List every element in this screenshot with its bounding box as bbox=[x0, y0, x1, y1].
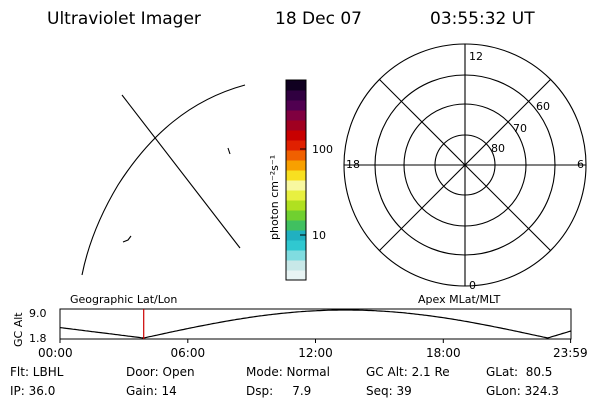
timeline-frame bbox=[59, 308, 572, 340]
gc-alt-label: GC Alt: 2.1 Re bbox=[366, 365, 450, 379]
timeline-y-axis-title: GC Alt bbox=[12, 312, 25, 347]
colorbar-frame bbox=[285, 79, 307, 281]
glat-label: GLat: 80.5 bbox=[486, 365, 552, 379]
timeline-x-tick-label: 12:00 bbox=[298, 346, 333, 360]
colorbar-segment bbox=[286, 190, 306, 201]
date-label: 18 Dec 07 bbox=[275, 9, 362, 29]
colorbar-segment bbox=[286, 220, 306, 231]
filter-label: Flt: LBHL bbox=[10, 365, 64, 379]
polar-label-dawn: 6 bbox=[577, 158, 584, 171]
colorbar-segment bbox=[286, 80, 306, 91]
colorbar-gradient bbox=[286, 80, 306, 281]
polar-label-lat-60: 60 bbox=[536, 100, 550, 113]
colorbar-tick-label-100: 100 bbox=[312, 143, 333, 156]
colorbar-segment bbox=[286, 210, 306, 221]
colorbar-tick-label-10: 10 bbox=[312, 229, 326, 242]
polar-diagonal-2 bbox=[379, 79, 551, 251]
timeline-y-top-label: 9.0 bbox=[29, 307, 47, 320]
colorbar-segment bbox=[286, 140, 306, 151]
map-meridian-line bbox=[121, 94, 241, 249]
colorbar-segment bbox=[286, 260, 306, 271]
colorbar-segment bbox=[286, 90, 306, 101]
timeline-x-ticks: 00:00 06:00 12:00 18:00 23:59 bbox=[38, 339, 588, 360]
timeline-x-tick-label: 06:00 bbox=[171, 346, 206, 360]
colorbar: 100 10 photon cm⁻²s⁻¹ bbox=[268, 79, 333, 281]
colorbar-segment bbox=[286, 200, 306, 211]
glon-label: GLon: 324.3 bbox=[486, 384, 559, 398]
geographic-map bbox=[81, 84, 246, 276]
colorbar-segment bbox=[286, 130, 306, 141]
time-label: 03:55:32 UT bbox=[430, 9, 535, 29]
map-coast-fragment-2 bbox=[122, 235, 132, 243]
altitude-curve bbox=[59, 309, 572, 339]
colorbar-segment bbox=[286, 180, 306, 191]
colorbar-segment bbox=[286, 270, 306, 281]
colorbar-segment bbox=[286, 160, 306, 171]
timeline-x-tick-label: 18:00 bbox=[426, 346, 461, 360]
gain-label: Gain: 14 bbox=[126, 384, 177, 398]
colorbar-segment bbox=[286, 100, 306, 111]
polar-grid bbox=[343, 43, 587, 287]
ip-label: IP: 36.0 bbox=[10, 384, 55, 398]
timeline-left-label: Geographic Lat/Lon bbox=[70, 293, 177, 306]
map-edge-arc bbox=[81, 84, 246, 276]
seq-label: Seq: 39 bbox=[366, 384, 412, 398]
door-label: Door: Open bbox=[126, 365, 195, 379]
polar-label-lat-70: 70 bbox=[513, 122, 527, 135]
colorbar-segment bbox=[286, 240, 306, 251]
polar-label-lat-80: 80 bbox=[491, 142, 505, 155]
colorbar-segment bbox=[286, 110, 306, 121]
colorbar-segment bbox=[286, 150, 306, 161]
colorbar-unit-label: photon cm⁻²s⁻¹ bbox=[268, 155, 281, 240]
mode-label: Mode: Normal bbox=[246, 365, 330, 379]
colorbar-segment bbox=[286, 230, 306, 241]
timeline-y-bottom-label: 1.8 bbox=[29, 332, 47, 345]
colorbar-segment bbox=[286, 120, 306, 131]
map-coast-fragment bbox=[227, 147, 231, 155]
timeline-x-tick-label: 00:00 bbox=[38, 346, 73, 360]
timeline-right-label: Apex MLat/MLT bbox=[418, 293, 501, 306]
dsp-label: Dsp: 7.9 bbox=[246, 384, 311, 398]
colorbar-segment bbox=[286, 250, 306, 261]
polar-label-dusk: 18 bbox=[346, 158, 360, 171]
polar-label-noon: 12 bbox=[469, 50, 483, 63]
polar-label-midnight: 0 bbox=[469, 279, 476, 292]
timeline-x-tick-label: 23:59 bbox=[553, 346, 588, 360]
instrument-title: Ultraviolet Imager bbox=[47, 9, 201, 29]
colorbar-segment bbox=[286, 170, 306, 181]
